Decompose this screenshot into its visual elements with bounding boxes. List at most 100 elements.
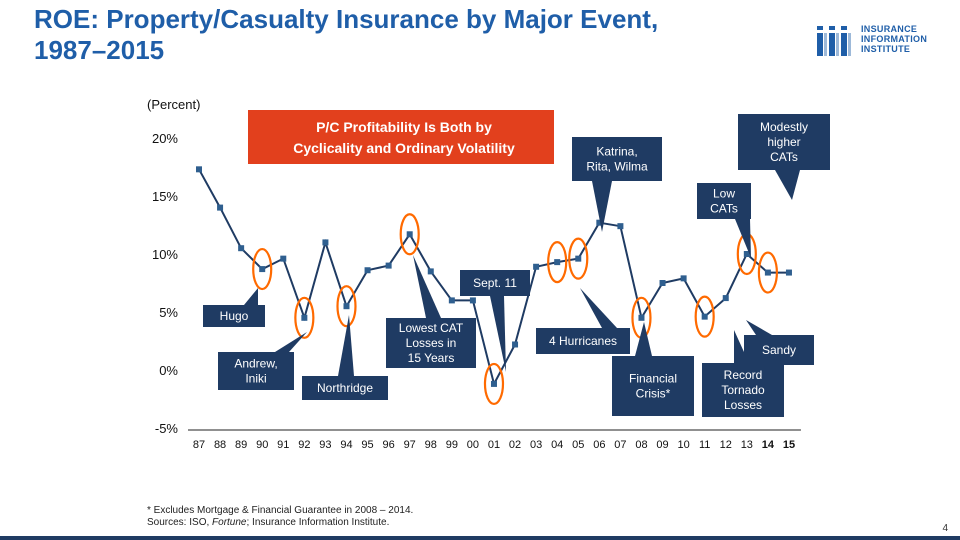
data-point <box>469 297 476 304</box>
callout-pointer <box>244 288 258 305</box>
callout-text: CATs <box>710 202 738 216</box>
data-point <box>596 219 603 226</box>
callout-text: Low <box>713 187 735 201</box>
callout-box: Katrina,Rita, Wilma <box>572 137 662 232</box>
data-point <box>196 166 202 173</box>
data-point <box>385 262 392 269</box>
data-point <box>259 266 266 273</box>
callout-bg <box>572 137 662 181</box>
callout-text: Losses in <box>406 336 457 350</box>
callout-bg <box>218 352 294 390</box>
x-tick-label: 14 <box>762 439 775 451</box>
title-line-1: ROE: Property/Casualty Insurance by Majo… <box>34 4 659 34</box>
callout-text: Sandy <box>762 343 796 357</box>
x-tick-label: 15 <box>783 439 795 451</box>
x-tick-label: 07 <box>614 439 626 451</box>
callout-bg <box>203 305 265 327</box>
callout-text: 4 Hurricanes <box>549 334 617 348</box>
callout-pointer <box>338 315 354 376</box>
bottom-bar <box>0 536 960 540</box>
data-point <box>659 280 666 286</box>
x-tick-label: 02 <box>509 439 521 451</box>
data-point <box>301 314 308 321</box>
x-tick-label: 96 <box>383 439 395 451</box>
page-title: ROE: Property/Casualty Insurance by Majo… <box>34 4 774 66</box>
x-tick-label: 91 <box>277 439 289 451</box>
callout-pointer <box>775 170 800 200</box>
callout-text: Record <box>724 368 763 382</box>
data-point <box>364 267 371 274</box>
callout-text: Katrina, <box>596 145 637 159</box>
callout-box: 4 Hurricanes <box>536 288 630 354</box>
callout-bg <box>612 356 694 416</box>
headline-box-bg <box>248 110 554 164</box>
data-point <box>490 380 497 387</box>
data-point <box>638 314 645 321</box>
data-point <box>343 303 350 310</box>
callout-pointer <box>635 322 652 356</box>
headline-box: P/C Profitability Is Both by Cyclicality … <box>248 110 554 164</box>
y-tick-label: 15% <box>152 189 178 204</box>
callout-text: 15 Years <box>408 351 455 365</box>
x-tick-label: 03 <box>530 439 542 451</box>
callout-bg <box>302 376 388 400</box>
highlight-oval <box>694 295 715 338</box>
x-tick-label: 99 <box>446 439 458 451</box>
callout-bg <box>460 270 530 296</box>
highlight-oval <box>399 213 420 256</box>
callout-text: Northridge <box>317 381 373 395</box>
x-tick-label: 12 <box>720 439 732 451</box>
callout-text: Andrew, <box>234 357 277 371</box>
data-point <box>512 341 519 348</box>
title-line-2: 1987–2015 <box>34 35 165 65</box>
logo-line-3: INSTITUTE <box>861 44 911 54</box>
highlight-oval <box>483 362 505 406</box>
highlight-oval <box>547 241 568 284</box>
x-tick-label: 94 <box>340 439 352 451</box>
x-tick-label: 04 <box>551 439 563 451</box>
callout-bg <box>536 328 630 354</box>
x-tick-label: 13 <box>741 439 753 451</box>
y-axis-unit: (Percent) <box>147 97 201 112</box>
callout-bg <box>744 335 814 365</box>
data-point <box>280 255 287 262</box>
callout-pointer <box>735 219 751 258</box>
y-tick-label: -5% <box>155 421 179 436</box>
callout-text: Tornado <box>721 383 765 397</box>
data-point <box>722 295 729 302</box>
data-point <box>448 297 455 304</box>
logo-line-1: INSURANCE <box>861 24 918 34</box>
headline-line-2: Cyclicality and Ordinary Volatility <box>293 140 515 156</box>
callout-box: Hugo <box>203 288 265 327</box>
data-point <box>701 313 708 320</box>
data-point <box>764 269 771 276</box>
callout-text: Lowest CAT <box>399 321 464 335</box>
footnote-exclusion: * Excludes Mortgage & Financial Guarante… <box>147 505 414 516</box>
callout-box: Sept. 11 <box>460 270 530 372</box>
callout-text: Hugo <box>220 309 249 323</box>
x-tick-label: 88 <box>214 439 226 451</box>
highlight-oval <box>568 237 589 280</box>
y-tick-label: 0% <box>159 363 178 378</box>
data-point <box>680 275 687 282</box>
x-tick-label: 08 <box>635 439 647 451</box>
data-point <box>217 204 224 211</box>
highlight-oval <box>757 251 778 294</box>
x-tick-label: 90 <box>256 439 268 451</box>
x-tick-label: 09 <box>656 439 668 451</box>
callout-text: Iniki <box>245 372 266 386</box>
x-tick-label: 06 <box>593 439 605 451</box>
callout-pointer <box>413 255 441 318</box>
y-tick-label: 20% <box>152 131 178 146</box>
data-point <box>785 269 792 276</box>
data-point <box>743 251 750 257</box>
x-tick-label: 01 <box>488 439 500 451</box>
x-tick-label: 93 <box>319 439 331 451</box>
x-tick-label: 11 <box>699 439 710 451</box>
highlight-oval <box>336 285 357 328</box>
